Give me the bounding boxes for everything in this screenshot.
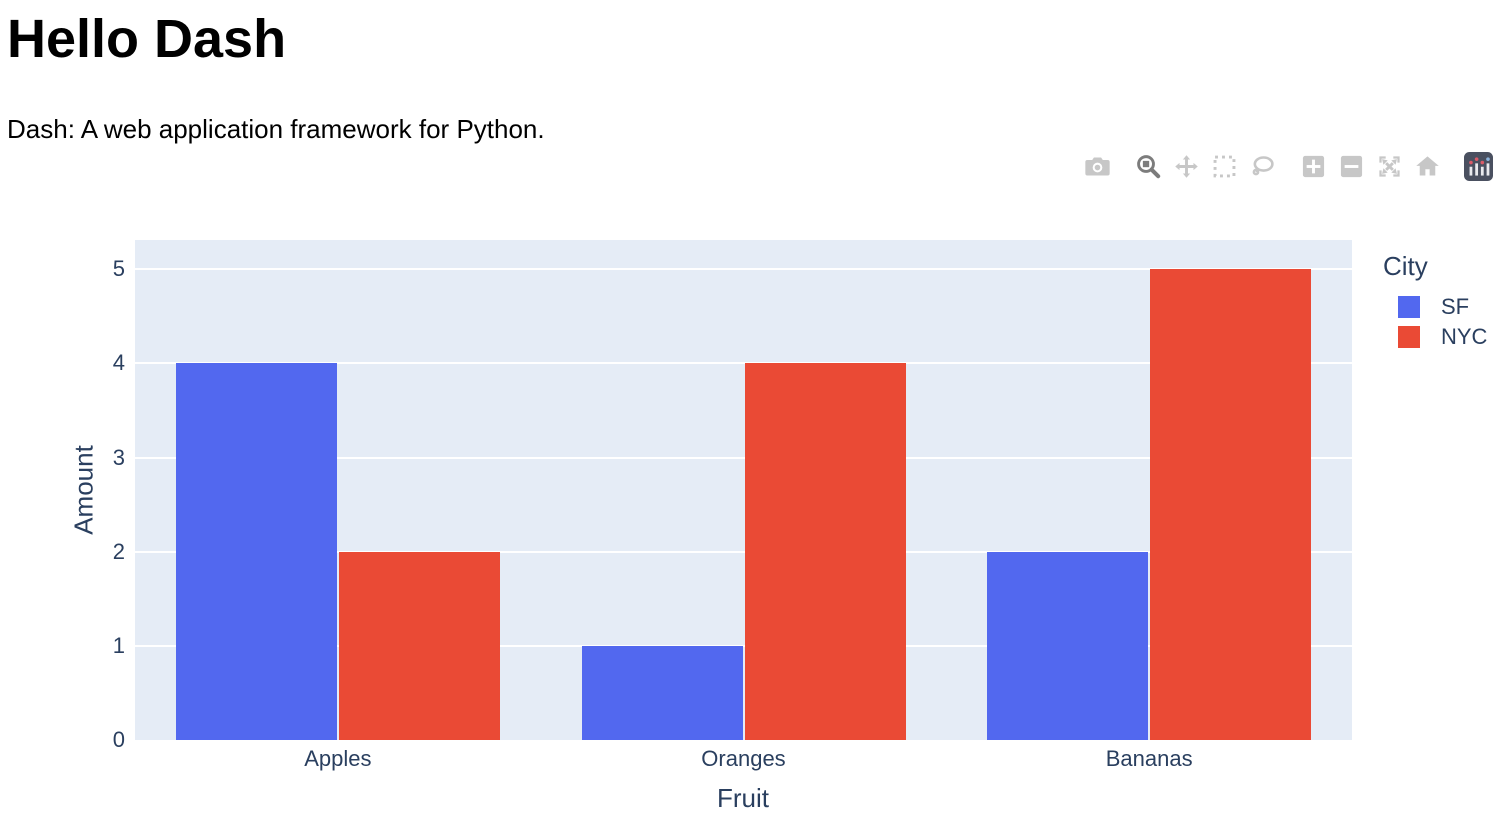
plotly-logo-icon [1463,151,1493,181]
y-tick-label: 3 [112,444,125,470]
zoom-button[interactable] [1129,150,1167,182]
zoom-in-icon [1300,153,1327,180]
legend-swatch-icon [1398,326,1420,348]
bar-sf-apples[interactable] [175,363,337,740]
pan-button[interactable] [1167,150,1205,182]
modebar-group [1129,150,1281,182]
legend-swatch-icon [1398,296,1420,318]
modebar-group [1459,150,1497,182]
home-icon [1414,153,1441,180]
plotly-logo-button[interactable] [1459,150,1497,182]
bar-nyc-bananas[interactable] [1150,269,1312,740]
page-subtitle: Dash: A web application framework for Py… [7,114,545,144]
reset-axes-button[interactable] [1408,150,1446,182]
bar-sf-oranges[interactable] [581,645,743,740]
gridline [135,268,1352,271]
legend-item-sf[interactable]: SF [1383,292,1487,322]
legend-label: NYC [1441,324,1488,349]
page-title: Hello Dash [7,9,287,69]
camera-icon [1084,153,1111,180]
zoom-out-button[interactable] [1332,150,1370,182]
gridline [135,644,1352,647]
x-axis-title: Fruit [717,783,769,813]
legend-title: City [1383,251,1428,281]
autoscale-icon [1376,153,1403,180]
x-tick-label: Oranges [701,746,786,771]
y-tick-label: 4 [112,350,125,376]
lasso-select-button[interactable] [1243,150,1281,182]
lasso-icon [1249,153,1276,180]
y-tick-label: 2 [112,538,125,564]
zoom-out-icon [1338,153,1365,180]
legend-item-nyc[interactable]: NYC [1383,322,1487,352]
modebar-group [1294,150,1446,182]
modebar [1078,150,1497,182]
zoom-icon [1135,153,1162,180]
bar-nyc-oranges[interactable] [744,363,906,740]
bar-sf-bananas[interactable] [987,551,1149,740]
box-select-button[interactable] [1205,150,1243,182]
gridline [135,550,1352,553]
box-select-icon [1211,153,1238,180]
modebar-group [1078,150,1116,182]
autoscale-button[interactable] [1370,150,1408,182]
plot-area[interactable] [135,240,1352,740]
zoom-in-button[interactable] [1294,150,1332,182]
y-tick-label: 5 [112,256,125,282]
gridline [135,456,1352,459]
legend-label: SF [1441,294,1470,319]
download-plot-button[interactable] [1078,150,1116,182]
x-tick-label: Bananas [1105,746,1193,771]
legend-items: SF NYC [1383,292,1487,352]
y-tick-label: 1 [112,632,125,658]
y-tick-label: 0 [112,727,125,752]
bar-nyc-apples[interactable] [338,551,500,740]
pan-icon [1173,153,1200,180]
legend: City SF NYC [1383,251,1487,352]
gridline [135,362,1352,365]
x-tick-label: Apples [304,746,372,771]
